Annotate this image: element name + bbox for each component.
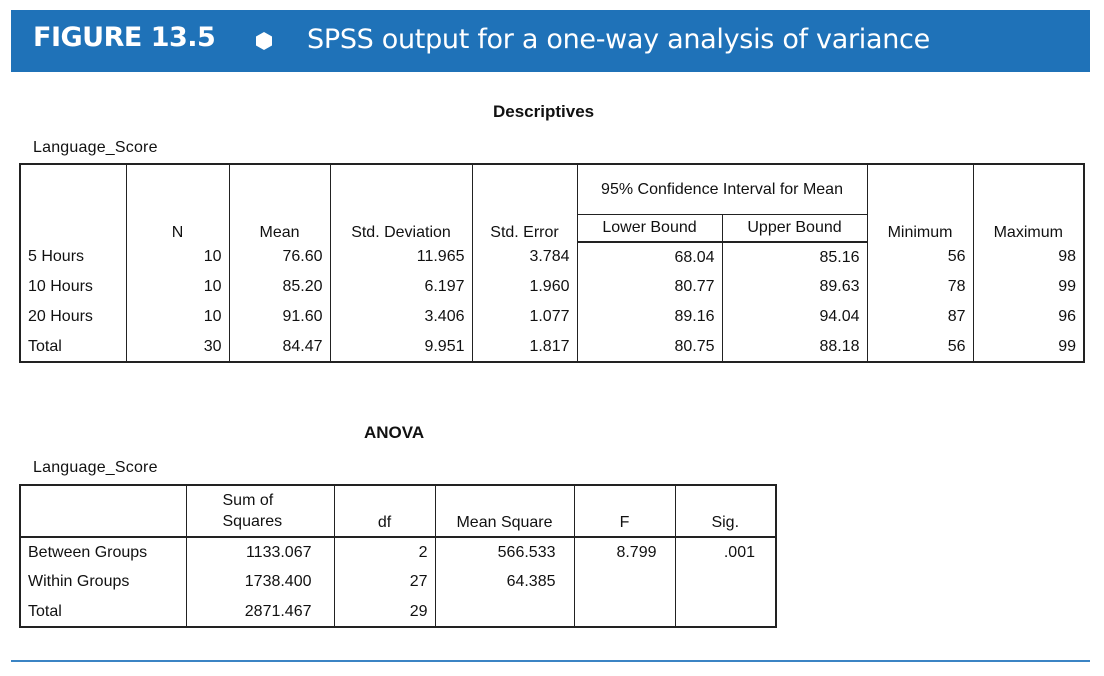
row-label: Between Groups <box>28 543 148 561</box>
table-cell: 84.47 <box>228 332 330 362</box>
table-cell: 64.385 <box>434 567 574 597</box>
row-label: 10 Hours <box>28 278 93 295</box>
table-row: 10 Hours 10 85.20 6.197 1.960 80.77 89.6… <box>20 272 1085 302</box>
anova-heading: ANOVA <box>364 423 425 442</box>
table-row: Total 30 84.47 9.951 1.817 80.75 88.18 5… <box>20 332 1085 362</box>
table-row: 5 Hours 10 76.60 11.965 3.784 68.04 85.1… <box>20 242 1085 272</box>
table-row: Total 2871.467 29 <box>20 597 776 627</box>
table-cell: 85.20 <box>228 272 330 302</box>
table-cell: .001 <box>674 537 776 567</box>
table-cell: 2 <box>333 537 435 567</box>
table-cell: 89.63 <box>721 272 868 302</box>
table-cell: 10 <box>125 242 229 272</box>
table-cell: 27 <box>333 567 435 597</box>
figure-label: FIGURE 13.5 <box>33 22 216 53</box>
header-cell: F <box>573 485 675 538</box>
table-cell: 9.951 <box>329 332 472 362</box>
hexagon-icon <box>254 31 274 51</box>
table-cell: 1738.400 <box>185 567 334 597</box>
header-cell: Sum of Squares <box>185 485 334 538</box>
anova-header-row: Sum of Squares df Mean Square F Sig. <box>20 485 776 538</box>
table-cell: 98 <box>972 242 1085 272</box>
table-cell: 99 <box>972 332 1085 362</box>
table-cell: 3.784 <box>471 242 577 272</box>
table-cell: 56 <box>866 332 974 362</box>
table-cell: 1133.067 <box>185 537 334 567</box>
table-cell: 2871.467 <box>185 597 334 627</box>
row-label: 20 Hours <box>28 308 93 325</box>
table-cell <box>674 567 776 597</box>
header-cell: Std. Deviation <box>329 164 472 242</box>
table-cell: 1.077 <box>471 302 577 332</box>
header-cell <box>20 485 186 538</box>
header-cell: Std. Error <box>471 164 577 242</box>
row-label: 5 Hours <box>28 248 85 265</box>
table-row: Within Groups 1738.400 27 64.385 <box>20 567 776 597</box>
table-cell: 56 <box>866 242 974 272</box>
table-cell: 30 <box>125 332 229 362</box>
table-row: 20 Hours 10 91.60 3.406 1.077 89.16 94.0… <box>20 302 1085 332</box>
header-cell: N <box>125 164 229 242</box>
table-cell: 1.817 <box>471 332 577 362</box>
descriptives-variable-label: Language_Score <box>33 139 158 156</box>
ci-header-cell: 95% Confidence Interval for Mean <box>576 164 868 215</box>
table-cell: 87 <box>866 302 974 332</box>
header-cell: Minimum <box>866 164 974 242</box>
table-cell: 80.77 <box>576 272 722 302</box>
table-cell: 85.16 <box>721 242 868 272</box>
table-cell: 29 <box>333 597 435 627</box>
header-cell: Mean Square <box>434 485 574 538</box>
descriptives-header-row-bottom: Lower Bound Upper Bound <box>20 214 1084 243</box>
bottom-divider <box>11 660 1090 662</box>
figure-title: SPSS output for a one-way analysis of va… <box>307 24 930 55</box>
table-cell: 8.799 <box>573 537 675 567</box>
table-cell: 68.04 <box>576 242 722 272</box>
table-cell <box>434 597 574 627</box>
table-cell: 11.965 <box>329 242 472 272</box>
header-cell: Maximum <box>972 164 1085 242</box>
table-cell <box>573 597 675 627</box>
anova-variable-label: Language_Score <box>33 459 158 476</box>
descriptives-table: N Mean Std. Deviation Std. Error 95% Con… <box>19 163 1086 363</box>
header-cell: Upper Bound <box>721 214 868 243</box>
descriptives-heading: Descriptives <box>493 102 595 121</box>
descriptives-header-row-top: N Mean Std. Deviation Std. Error 95% Con… <box>20 164 1085 242</box>
row-label: Total <box>28 602 62 620</box>
table-cell: 10 <box>125 272 229 302</box>
header-cell: Sig. <box>674 485 776 538</box>
header-cell: Mean <box>228 164 330 242</box>
table-cell: 91.60 <box>228 302 330 332</box>
table-cell: 1.960 <box>471 272 577 302</box>
table-row: Between Groups 1133.067 2 566.533 8.799 … <box>20 537 776 567</box>
table-cell: 10 <box>125 302 229 332</box>
table-cell: 3.406 <box>329 302 472 332</box>
table-cell: 78 <box>866 272 974 302</box>
anova-table: Sum of Squares df Mean Square F Sig. Bet… <box>19 484 777 628</box>
row-label: Total <box>28 337 62 355</box>
table-cell: 76.60 <box>228 242 330 272</box>
table-cell: 88.18 <box>721 332 868 362</box>
header-cell: Lower Bound <box>576 214 722 243</box>
table-cell: 80.75 <box>576 332 722 362</box>
table-cell: 99 <box>972 272 1085 302</box>
row-label: Within Groups <box>28 573 130 590</box>
table-cell: 94.04 <box>721 302 868 332</box>
figure-banner: FIGURE 13.5 SPSS output for a one-way an… <box>11 10 1090 72</box>
header-cell: df <box>333 485 435 538</box>
table-cell: 96 <box>972 302 1085 332</box>
table-cell <box>674 597 776 627</box>
header-cell <box>20 164 126 242</box>
table-cell: 566.533 <box>434 537 574 567</box>
table-cell <box>573 567 675 597</box>
table-cell: 89.16 <box>576 302 722 332</box>
table-cell: 6.197 <box>329 272 472 302</box>
